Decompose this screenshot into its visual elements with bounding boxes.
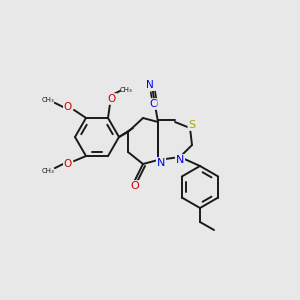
Text: O: O <box>108 94 116 104</box>
Text: CH₃: CH₃ <box>42 97 54 103</box>
Text: CH₃: CH₃ <box>120 87 132 93</box>
Text: C: C <box>149 99 157 109</box>
Text: S: S <box>188 120 196 130</box>
Text: O: O <box>64 159 72 169</box>
Text: O: O <box>64 102 72 112</box>
Text: CH₃: CH₃ <box>42 168 54 174</box>
Text: N: N <box>176 155 184 165</box>
Text: N: N <box>146 80 154 90</box>
Text: O: O <box>130 181 140 191</box>
Text: N: N <box>157 158 165 168</box>
